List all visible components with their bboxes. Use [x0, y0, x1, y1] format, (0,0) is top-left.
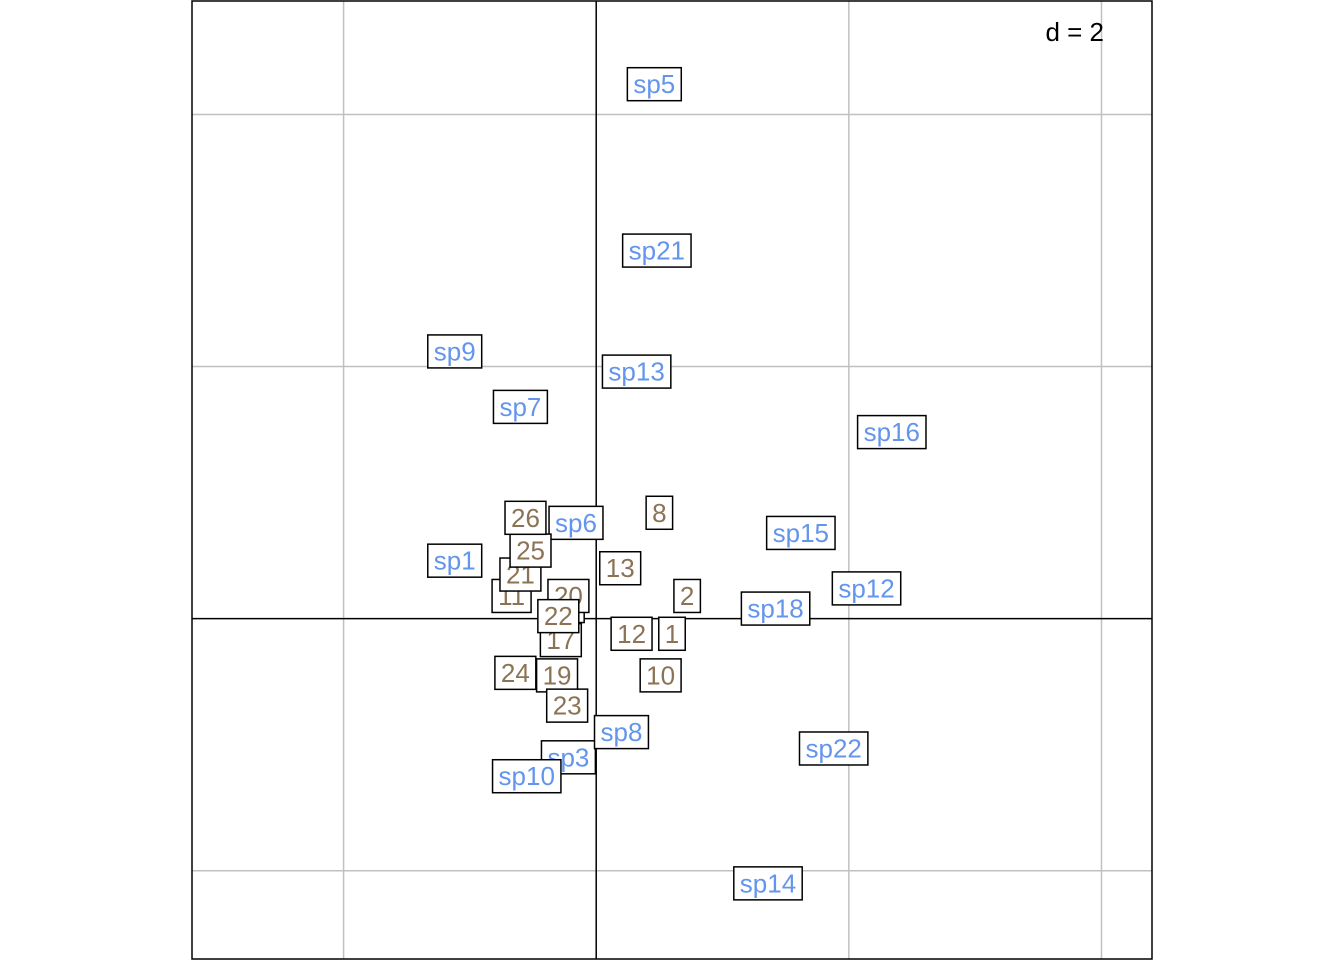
site-label: 10	[639, 658, 682, 693]
label-box	[639, 658, 682, 693]
label-box	[765, 515, 836, 551]
label-box	[658, 616, 686, 652]
label-text: sp18	[747, 594, 803, 624]
label-box	[427, 334, 483, 369]
site-label: 25	[509, 533, 552, 568]
label-text: sp8	[601, 717, 643, 747]
site-label: 13	[598, 550, 642, 586]
species-label: sp12	[831, 571, 902, 606]
label-text: sp10	[499, 761, 555, 791]
species-label: sp10	[491, 758, 562, 794]
label-box	[537, 598, 580, 634]
label-box	[856, 414, 927, 450]
plot-frame	[191, 0, 1153, 960]
label-text: 24	[501, 658, 530, 688]
label-text: 10	[646, 660, 675, 690]
label-box	[427, 543, 483, 578]
site-label: 23	[545, 688, 589, 723]
label-text: sp6	[555, 508, 597, 538]
label-box	[504, 500, 547, 536]
species-label: sp9	[427, 334, 483, 369]
site-label: 2	[673, 578, 702, 614]
label-text: sp21	[629, 236, 685, 266]
species-label: sp7	[492, 389, 549, 425]
species-label: sp13	[601, 354, 672, 389]
species-label: sp22	[798, 731, 869, 766]
label-text: 13	[606, 553, 635, 583]
site-label: 12	[610, 616, 653, 652]
label-box	[545, 688, 589, 723]
site-label: 1	[658, 616, 686, 652]
site-label: 22	[537, 598, 580, 634]
label-text: 25	[516, 536, 545, 566]
label-box	[626, 66, 683, 102]
label-text: sp14	[740, 868, 796, 898]
label-box	[548, 505, 604, 541]
label-text: sp22	[805, 733, 861, 763]
label-box	[798, 731, 869, 766]
origin-axes	[192, 1, 1152, 959]
label-text: 1	[665, 619, 679, 649]
grid	[192, 1, 1152, 959]
label-text: 19	[543, 660, 572, 690]
species-label: sp6	[548, 505, 604, 541]
label-box	[645, 495, 674, 531]
species-label: sp8	[593, 714, 650, 750]
label-box	[492, 389, 549, 425]
species-label: sp14	[733, 866, 803, 901]
point-labels: sp1sp3sp5sp6sp7sp8sp9sp10sp12sp13sp14sp1…	[427, 66, 927, 901]
label-text: sp9	[434, 336, 476, 366]
label-text: 22	[544, 601, 573, 631]
label-box	[598, 550, 642, 586]
species-label: sp5	[626, 66, 683, 102]
label-text: sp13	[608, 357, 664, 387]
label-box	[494, 655, 537, 691]
label-text: sp16	[864, 417, 920, 447]
label-box	[491, 758, 562, 794]
species-label: sp15	[765, 515, 836, 551]
label-box	[509, 533, 552, 568]
label-box	[673, 578, 702, 614]
label-text: sp7	[499, 392, 541, 422]
label-box	[621, 233, 692, 268]
species-label: sp16	[856, 414, 927, 450]
label-text: 23	[553, 691, 582, 721]
species-label: sp18	[740, 591, 811, 626]
grid-size-label: d = 2	[1045, 17, 1104, 47]
site-label: 19	[535, 658, 579, 693]
label-text: sp1	[434, 546, 476, 576]
site-label: 26	[504, 500, 547, 536]
label-box	[601, 354, 672, 389]
label-text: 2	[680, 581, 694, 611]
label-text: sp15	[773, 518, 829, 548]
label-box	[593, 714, 650, 750]
species-label: sp21	[621, 233, 692, 268]
label-text: 26	[511, 503, 540, 533]
label-text: 12	[617, 619, 646, 649]
label-box	[733, 866, 803, 901]
label-text: sp5	[633, 69, 675, 99]
label-box	[831, 571, 902, 606]
label-text: 8	[652, 498, 666, 528]
label-text: sp12	[838, 573, 894, 603]
species-label: sp1	[427, 543, 483, 578]
label-box	[535, 658, 579, 693]
label-box	[740, 591, 811, 626]
site-label: 24	[494, 655, 537, 691]
label-box	[610, 616, 653, 652]
site-label: 8	[645, 495, 674, 531]
